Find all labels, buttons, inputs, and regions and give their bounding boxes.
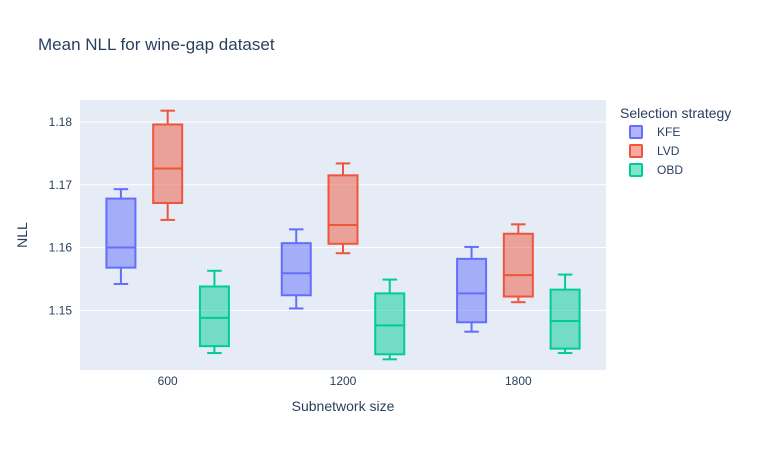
legend-item-lvd[interactable]: LVD — [629, 144, 680, 158]
box-body — [105, 197, 137, 269]
chart-title: Mean NLL for wine-gap dataset — [38, 35, 275, 54]
legend-label: KFE — [657, 125, 680, 139]
legend-items: KFE LVD OBD — [629, 125, 683, 177]
box-body — [374, 292, 406, 356]
box-body — [152, 123, 184, 204]
box-body — [280, 242, 312, 297]
box — [327, 162, 359, 255]
legend: Selection strategy KFE LVD OBD — [620, 105, 731, 177]
box — [549, 273, 581, 355]
y-tick-label: 1.16 — [49, 241, 73, 255]
box-body — [456, 257, 488, 324]
y-axis-title: NLL — [14, 222, 30, 248]
box-body — [327, 174, 359, 245]
legend-label: OBD — [657, 163, 683, 177]
legend-swatch — [629, 144, 643, 158]
series-lvd — [152, 109, 534, 304]
box-body — [198, 285, 230, 348]
y-tick-label: 1.17 — [49, 178, 73, 192]
box — [456, 245, 488, 333]
x-tick-label: 600 — [158, 374, 178, 388]
y-tick-label: 1.15 — [49, 303, 73, 317]
x-axis-title: Subnetwork size — [292, 398, 395, 414]
box-series — [105, 109, 581, 361]
box — [198, 269, 230, 355]
box — [280, 228, 312, 310]
box — [152, 109, 184, 221]
legend-swatch — [629, 125, 643, 139]
x-axis-ticks: 600 1200 1800 — [158, 374, 532, 388]
box — [502, 223, 534, 304]
y-axis-ticks: 1.15 1.16 1.17 1.18 — [49, 115, 73, 317]
legend-title: Selection strategy — [620, 105, 731, 121]
y-tick-label: 1.18 — [49, 115, 73, 129]
box-body — [549, 288, 581, 350]
series-kfe — [105, 188, 488, 333]
box-body — [502, 232, 534, 298]
legend-swatch — [629, 163, 643, 177]
box — [374, 278, 406, 361]
x-tick-label: 1200 — [330, 374, 357, 388]
legend-item-obd[interactable]: OBD — [629, 163, 683, 177]
box — [105, 188, 137, 285]
x-tick-label: 1800 — [505, 374, 532, 388]
legend-item-kfe[interactable]: KFE — [629, 125, 680, 139]
series-obd — [198, 269, 581, 361]
legend-label: LVD — [657, 144, 680, 158]
